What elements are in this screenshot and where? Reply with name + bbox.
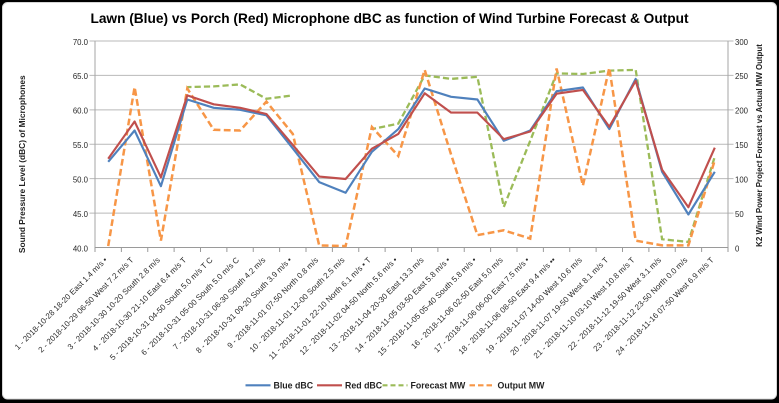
svg-text:50: 50 [735,210,744,219]
svg-text:70.0: 70.0 [73,38,89,47]
svg-text:65.0: 65.0 [73,72,89,81]
svg-text:250: 250 [735,72,749,81]
svg-text:Output MW: Output MW [498,381,546,391]
svg-text:55.0: 55.0 [73,141,89,150]
svg-text:Sound Pressure Level (dBC) of: Sound Pressure Level (dBC) of Microphone… [17,75,27,253]
svg-text:Blue dBC: Blue dBC [274,381,314,391]
svg-text:0: 0 [735,244,740,253]
svg-text:300: 300 [735,38,749,47]
svg-text:200: 200 [735,107,749,116]
svg-text:50.0: 50.0 [73,176,89,185]
svg-text:40.0: 40.0 [73,244,89,253]
svg-text:K2 Wind Power Project Forecast: K2 Wind Power Project Forecast vs Actual… [755,44,764,247]
svg-text:100: 100 [735,176,749,185]
svg-text:150: 150 [735,141,749,150]
svg-text:45.0: 45.0 [73,210,89,219]
svg-text:60.0: 60.0 [73,107,89,116]
svg-text:Lawn (Blue) vs Porch (Red) Mic: Lawn (Blue) vs Porch (Red) Microphone dB… [90,11,689,26]
svg-text:Forecast MW: Forecast MW [411,381,466,391]
svg-text:Red dBC: Red dBC [345,381,383,391]
